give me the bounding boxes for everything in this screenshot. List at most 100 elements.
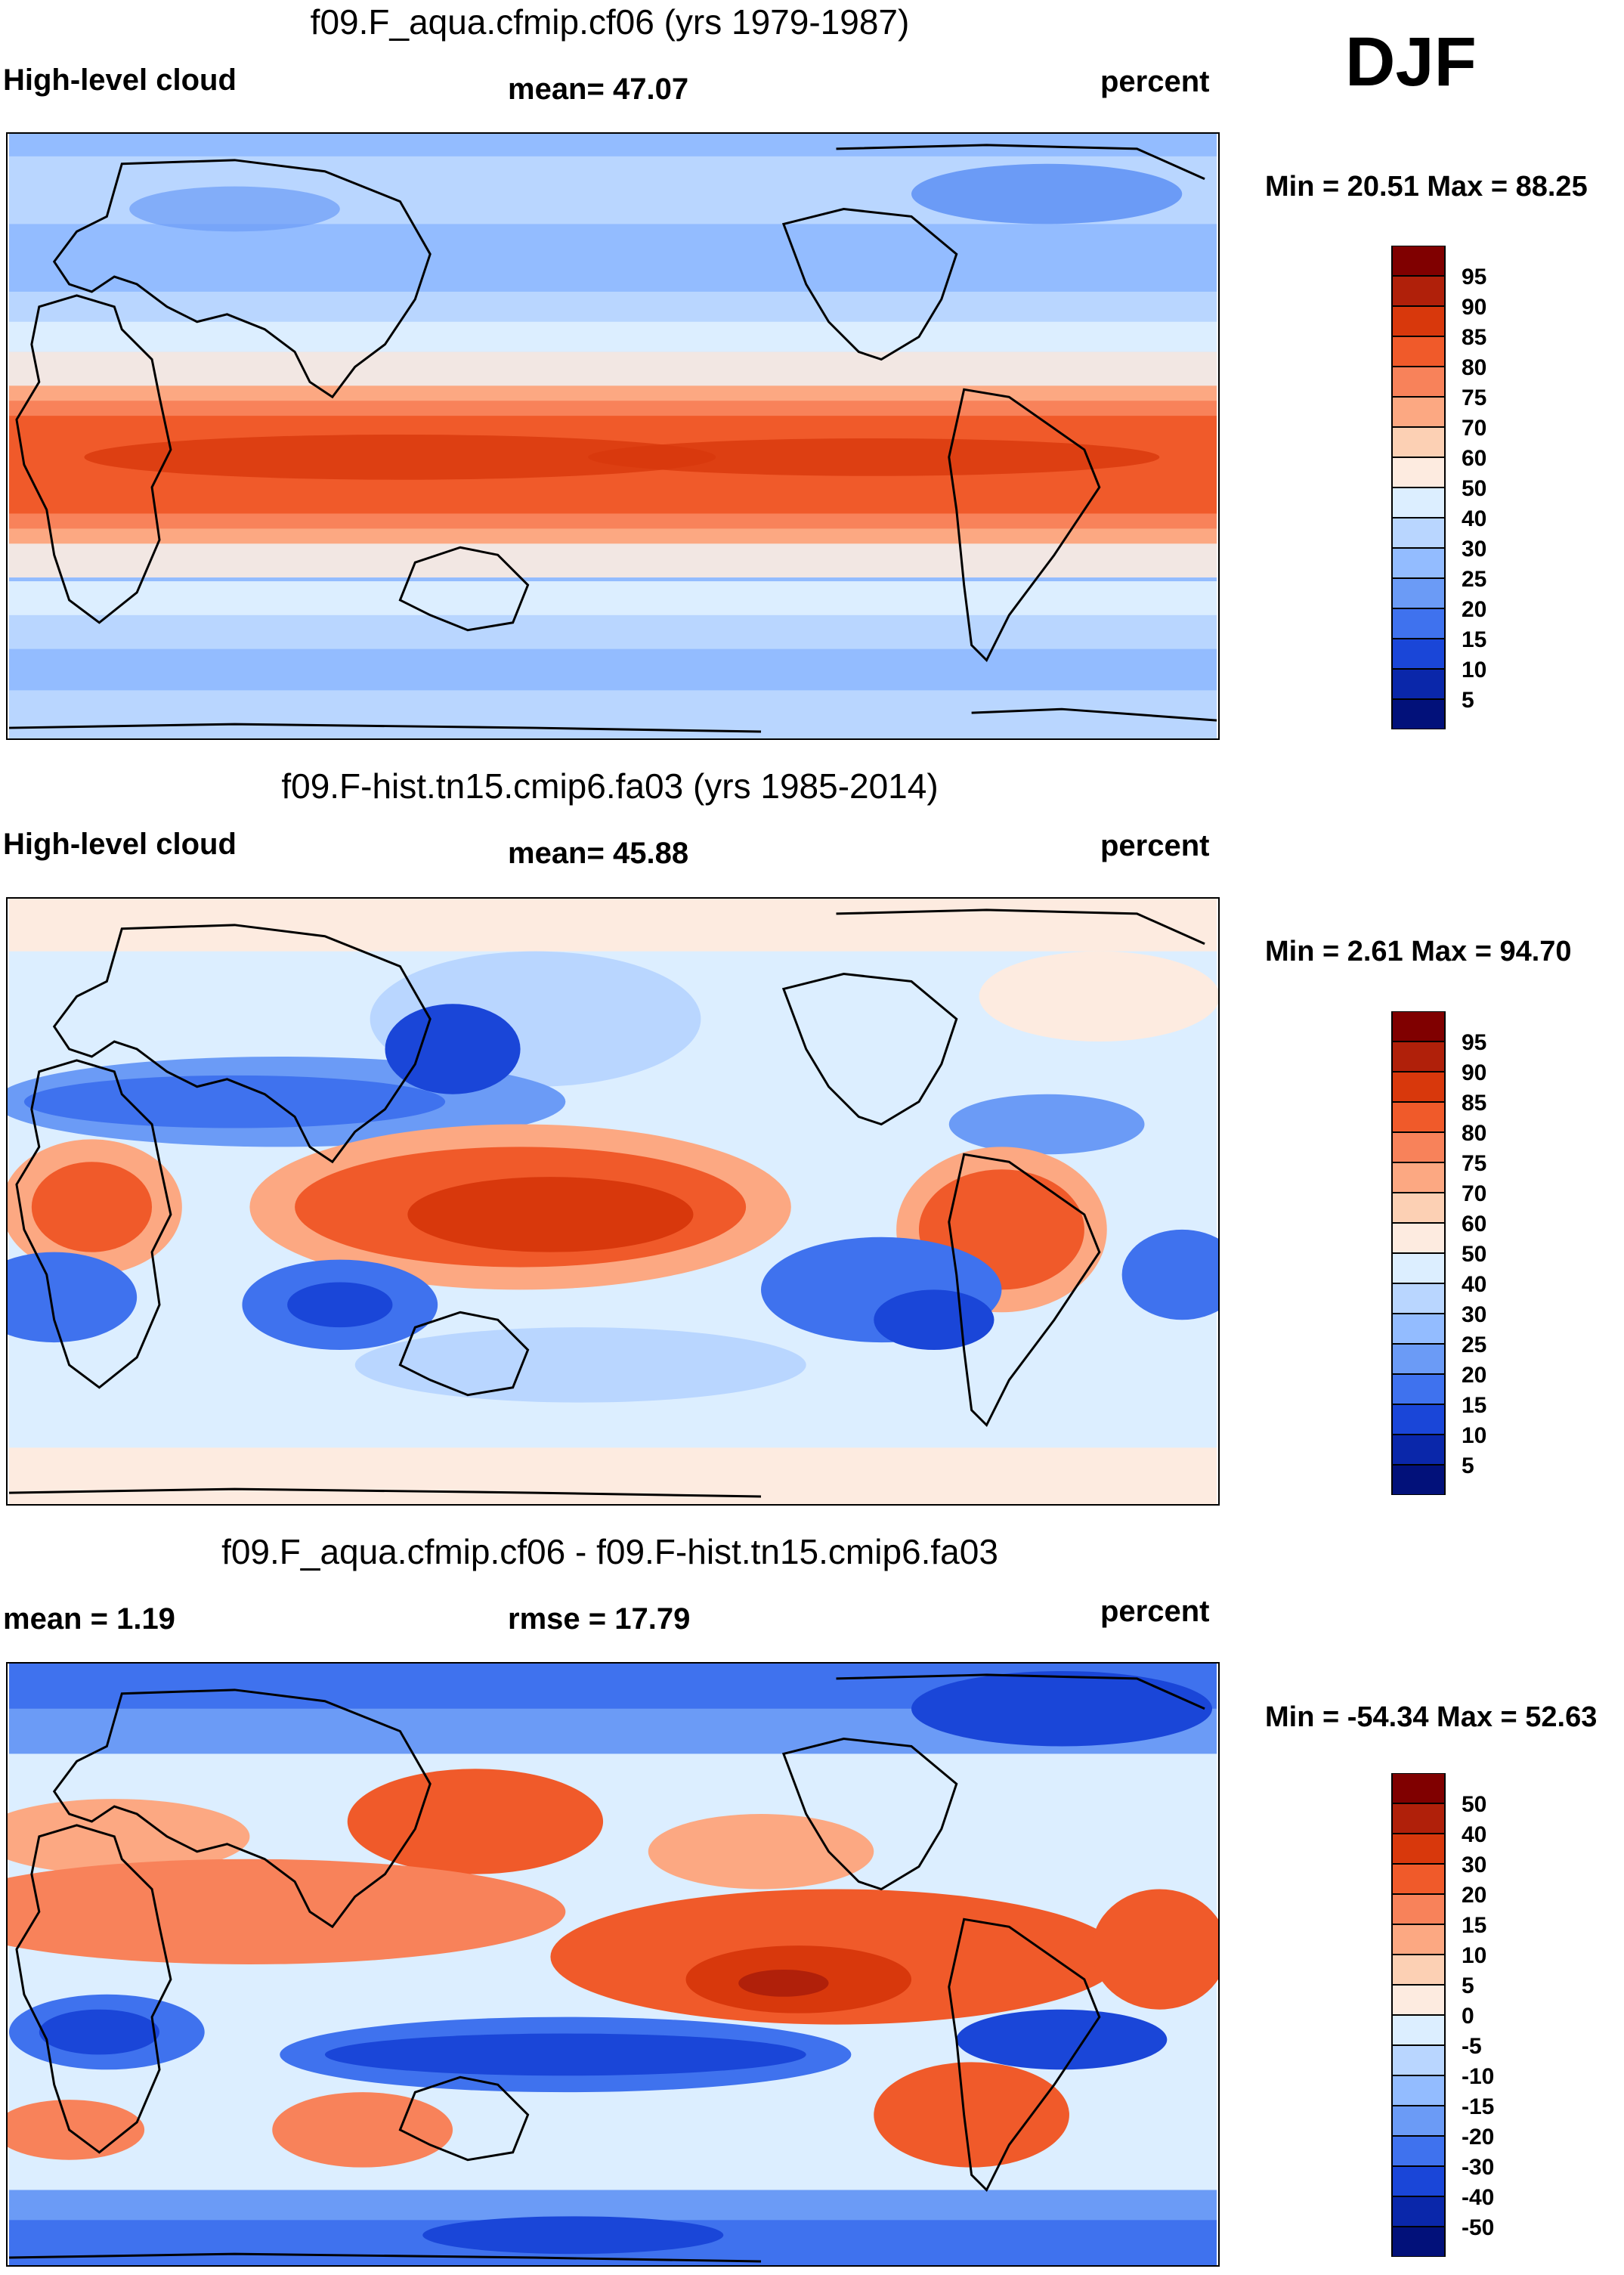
colorbar-swatch [1391,1283,1446,1314]
colorbar-tick-label: 30 [1462,1852,1486,1877]
colorbar-tick-label: 50 [1462,1792,1486,1817]
mean-label: mean = 1.19 [3,1602,175,1636]
colorbar-tick-label: 75 [1462,385,1486,410]
colorbar-tick-label: 5 [1462,1453,1474,1478]
colorbar: 95 90 85 80 75 70 60 50 40 30 25 20 15 10 5 [1391,246,1486,729]
min-max-label: Min = 20.51 Max = 88.25 [1265,171,1588,203]
colorbar-tick-label: 80 [1462,1121,1486,1146]
colorbar-swatch [1391,1222,1446,1254]
colorbar-tick-label: 40 [1462,1822,1486,1847]
colorbar-swatch [1391,547,1446,579]
colorbar-tick-label: -15 [1462,2094,1494,2119]
colorbar-tick-label: 70 [1462,416,1486,441]
colorbar-swatch [1391,1373,1446,1405]
colorbar-tick-label: 20 [1462,1363,1486,1388]
field-name-label: High-level cloud [3,828,237,861]
colorbar-tick-label: -40 [1462,2185,1494,2210]
colorbar-tick-label: 60 [1462,446,1486,471]
colorbar-swatch [1391,1464,1446,1495]
mean-label: mean= 47.07 [508,73,689,106]
colorbar-tick-label: 95 [1462,1030,1486,1055]
colorbar-tick-label: -50 [1462,2215,1494,2240]
colorbar-swatch [1391,577,1446,609]
colorbar-swatch [1391,1863,1446,1895]
colorbar-swatch [1391,336,1446,367]
colorbar-tick-label: 40 [1462,506,1486,531]
colorbar-swatch [1391,426,1446,458]
colorbar-tick-label: -20 [1462,2125,1494,2150]
colorbar-swatch [1391,2014,1446,2046]
colorbar-tick-label: 30 [1462,537,1486,562]
colorbar-tick-label: 50 [1462,476,1486,501]
colorbar-tick-label: 20 [1462,597,1486,622]
colorbar-swatch [1391,1404,1446,1435]
colorbar-swatch [1391,305,1446,337]
units-label: percent [1100,65,1210,98]
colorbar-tick-label: 60 [1462,1212,1486,1237]
colorbar-swatch [1391,1011,1446,1042]
colorbar-tick-label: 10 [1462,1423,1486,1448]
colorbar-tick-label: 70 [1462,1181,1486,1206]
colorbar-swatch [1391,608,1446,639]
field-name-label: High-level cloud [3,63,237,97]
colorbar-swatch [1391,668,1446,700]
colorbar-swatch [1391,396,1446,428]
colorbar-swatch [1391,1893,1446,1925]
colorbar-tick-label: 10 [1462,658,1486,682]
colorbar-tick-label: -5 [1462,2034,1482,2059]
colorbar-tick-label: 25 [1462,567,1486,592]
colorbar-swatch [1391,1984,1446,2016]
colorbar-swatch [1391,2075,1446,2106]
colorbar-tick-label: 80 [1462,355,1486,380]
colorbar-swatch [1391,1343,1446,1375]
map-plot [6,1662,1220,2267]
colorbar-tick-label: 15 [1462,1913,1486,1938]
colorbar-tick-label: 0 [1462,2004,1474,2029]
colorbar-swatch [1391,1313,1446,1345]
colorbar-swatch [1391,457,1446,488]
colorbar-tick-label: 5 [1462,1973,1474,1998]
colorbar-tick-label: 90 [1462,1060,1486,1085]
colorbar-swatch [1391,2196,1446,2227]
colorbar-swatch [1391,2044,1446,2076]
colorbar-tick-label: 90 [1462,295,1486,320]
mean-label: mean= 45.88 [508,837,689,870]
colorbar-swatch [1391,1252,1446,1284]
panel-1: f09.F_aqua.cfmip.cf06 (yrs 1979-1987) Hi… [0,0,1624,756]
colorbar-tick-label: 20 [1462,1883,1486,1908]
colorbar-swatch [1391,1041,1446,1072]
colorbar-tick-label: 10 [1462,1943,1486,1968]
colorbar-swatch [1391,1434,1446,1466]
colorbar-swatch [1391,487,1446,518]
map-plot [6,897,1220,1506]
colorbar-tick-label: 50 [1462,1242,1486,1267]
panel-2: f09.F-hist.tn15.cmip6.fa03 (yrs 1985-201… [0,766,1624,1521]
units-label: percent [1100,829,1210,862]
colorbar-swatch [1391,1101,1446,1133]
min-max-label: Min = 2.61 Max = 94.70 [1265,936,1572,967]
colorbar-tick-label: 75 [1462,1151,1486,1176]
colorbar-tick-label: 5 [1462,688,1474,713]
colorbar: 95 90 85 80 75 70 60 50 40 30 25 20 15 10 5 [1391,1011,1486,1495]
colorbar-swatch [1391,1924,1446,1955]
colorbar-swatch [1391,246,1446,277]
colorbar-swatch [1391,1954,1446,1986]
units-label: percent [1100,1595,1210,1628]
panel-3: f09.F_aqua.cfmip.cf06 - f09.F-hist.tn15.… [0,1531,1624,2275]
colorbar-tick-label: -10 [1462,2064,1494,2089]
season-label: DJF [1345,23,1477,101]
colorbar-tick-label: 30 [1462,1302,1486,1327]
colorbar-swatch [1391,1071,1446,1103]
colorbar-tick-label: 85 [1462,325,1486,350]
colorbar-swatch [1391,2135,1446,2167]
colorbar-tick-label: 15 [1462,627,1486,652]
min-max-label: Min = -54.34 Max = 52.63 [1265,1701,1598,1733]
map-plot [6,132,1220,740]
colorbar-tick-label: 95 [1462,265,1486,289]
colorbar-tick-label: 40 [1462,1272,1486,1297]
colorbar-swatch [1391,275,1446,307]
colorbar-tick-label: 85 [1462,1091,1486,1116]
colorbar-swatch [1391,1833,1446,1865]
colorbar-swatch [1391,2105,1446,2137]
colorbar-swatch [1391,1162,1446,1193]
